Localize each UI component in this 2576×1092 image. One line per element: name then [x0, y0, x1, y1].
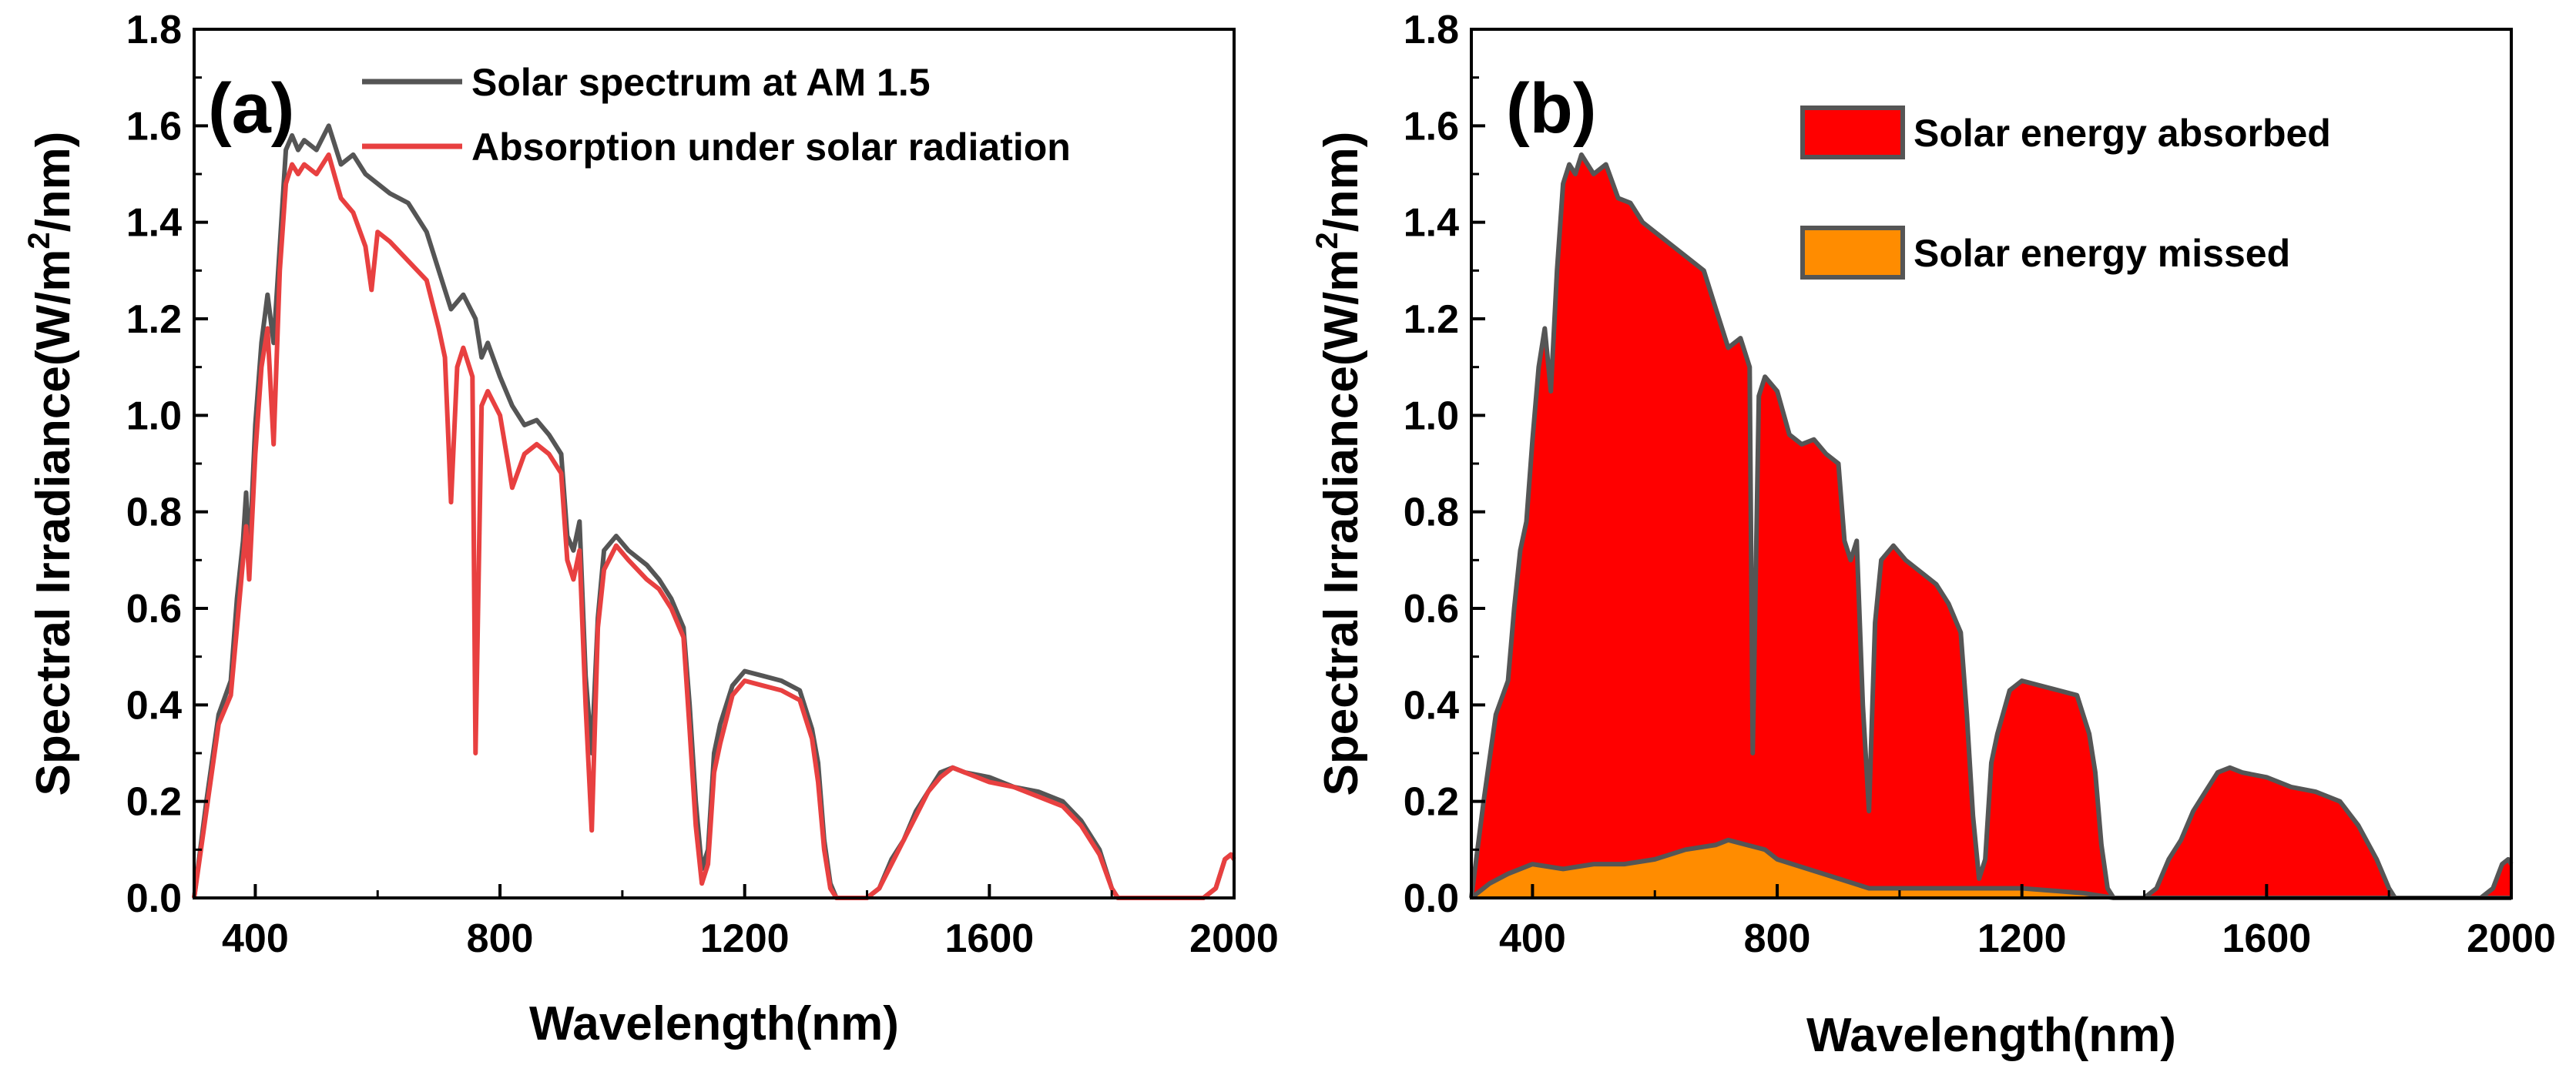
panel-b-ytick-label: 1.4 — [1404, 201, 1459, 246]
legend-label-missed: Solar energy missed — [1914, 232, 2290, 275]
series-solar-spectrum-line — [192, 123, 1236, 900]
panel-b-xtick-label: 400 — [1499, 916, 1566, 961]
panel-b-xtick-label: 2000 — [2467, 916, 2556, 961]
series-missed-area — [1471, 839, 2511, 898]
panel-a-ytick-label: 0.0 — [126, 876, 182, 921]
panel-a-plot-area — [192, 123, 1236, 900]
series-absorption-line — [192, 152, 1236, 900]
panel-a-ylabel-sup: 2 — [22, 232, 56, 249]
legend-label-absorption: Absorption under solar radiation — [471, 126, 1071, 169]
series-absorbed-edge — [1469, 152, 2514, 900]
panel-b-ytick-label: 0.2 — [1404, 780, 1459, 825]
panel-b-xtick-label: 1600 — [2222, 916, 2312, 961]
panel-b-ylabel: Spectral Irradiance(W/m2/nm) — [1310, 132, 1368, 796]
panel-a-xtick-label: 400 — [222, 916, 289, 961]
panel-b-ytick-label: 1.2 — [1404, 297, 1459, 342]
legend-label-solar-spectrum: Solar spectrum at AM 1.5 — [471, 61, 931, 104]
panel-a-xlabel: Wavelength(nm) — [529, 997, 899, 1050]
series-absorbed-area — [1471, 154, 2511, 898]
panel-a-ylabel-end: /nm) — [27, 132, 80, 233]
panel-a-xtick-label: 1600 — [945, 916, 1035, 961]
panel-b-ylabel-end: /nm) — [1315, 132, 1368, 233]
panel-a-ylabel-main: Spectral Irradiance(W/m — [27, 250, 80, 796]
panel-b-ytick-label: 0.6 — [1404, 587, 1459, 631]
panel-a-xtick-label: 800 — [467, 916, 534, 961]
panel-a-xtick-label: 1200 — [700, 916, 790, 961]
panel-b-ytick-label: 1.0 — [1404, 394, 1459, 438]
panel-a-legend: Solar spectrum at AM 1.5 Absorption unde… — [362, 61, 1071, 169]
panel-a-label: (a) — [208, 69, 294, 148]
panel-b-ylabel-main: Spectral Irradiance(W/m — [1315, 250, 1368, 796]
panel-b-ytick-label: 0.4 — [1404, 683, 1459, 728]
panel-a-ticks: 400 800 1200 1600 2000 0.0 0.2 0.4 0.6 0.8 1.0 1.2 1… — [126, 8, 1279, 961]
legend-label-absorbed: Solar energy absorbed — [1914, 112, 2331, 155]
panel-a-ytick-label: 1.8 — [126, 8, 182, 52]
panel-a-ytick-label: 0.8 — [126, 491, 182, 535]
panel-a-xtick-label: 2000 — [1189, 916, 1279, 961]
series-missed-edge — [1470, 837, 2511, 900]
panel-b-ytick-label: 1.6 — [1404, 104, 1459, 149]
panel-b-ylabel-sup: 2 — [1310, 232, 1344, 249]
panel-a-ytick-label: 0.4 — [126, 683, 182, 728]
panel-b: 400 800 1200 1600 2000 0.0 0.2 0.4 0.6 0.8 1.0 1.2 1… — [1310, 8, 2556, 1062]
panel-a-ytick-label: 0.2 — [126, 780, 182, 825]
panel-a-ytick-label: 1.2 — [126, 297, 182, 342]
panel-b-ytick-label: 0.0 — [1404, 876, 1459, 921]
panel-b-legend: Solar energy absorbed Solar energy misse… — [1800, 106, 2331, 280]
panel-b-ytick-label: 0.8 — [1404, 491, 1459, 535]
panel-a-ytick-label: 1.4 — [126, 201, 182, 246]
panel-a: 400 800 1200 1600 2000 0.0 0.2 0.4 0.6 0.8 1.0 1.2 1… — [22, 8, 1279, 1050]
legend-swatch-missed — [1800, 226, 1905, 280]
panel-b-ytick-label: 1.8 — [1404, 8, 1459, 52]
panel-a-ytick-label: 0.6 — [126, 587, 182, 631]
panel-b-plot-area — [1469, 152, 2514, 900]
panel-a-ytick-label: 1.0 — [126, 394, 182, 438]
panel-b-xtick-label: 1200 — [1977, 916, 2067, 961]
panel-b-ticks: 400 800 1200 1600 2000 0.0 0.2 0.4 0.6 0.8 1.0 1.2 1… — [1404, 8, 2556, 961]
panel-b-xtick-label: 800 — [1744, 916, 1811, 961]
panel-a-ylabel: Spectral Irradiance(W/m2/nm) — [22, 132, 80, 796]
legend-swatch-absorbed — [1800, 106, 1905, 159]
panel-a-ytick-label: 1.6 — [126, 104, 182, 149]
panel-b-label: (b) — [1506, 69, 1596, 148]
panel-b-xlabel: Wavelength(nm) — [1806, 1009, 2176, 1062]
